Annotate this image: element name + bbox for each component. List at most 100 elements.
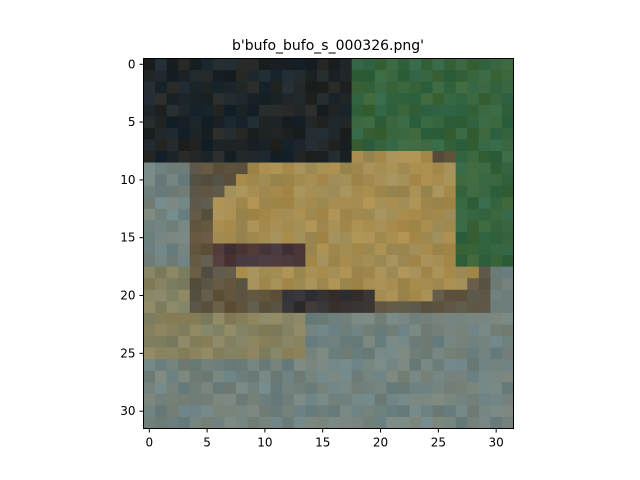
image-pixel bbox=[236, 162, 248, 175]
image-pixel bbox=[293, 185, 306, 198]
image-pixel bbox=[166, 127, 179, 140]
image-pixel bbox=[432, 220, 445, 233]
image-pixel bbox=[282, 139, 295, 152]
image-pixel bbox=[143, 208, 156, 221]
image-pixel bbox=[155, 312, 168, 325]
image-pixel bbox=[282, 81, 295, 94]
image-pixel bbox=[490, 197, 503, 210]
image-pixel bbox=[363, 324, 376, 337]
image-pixel bbox=[478, 278, 491, 291]
image-pixel bbox=[478, 93, 491, 106]
image-pixel bbox=[259, 266, 272, 279]
image-pixel bbox=[340, 197, 353, 210]
image-pixel bbox=[467, 93, 480, 106]
image-pixel bbox=[189, 301, 202, 314]
image-pixel bbox=[259, 416, 272, 429]
image-pixel bbox=[270, 116, 283, 129]
image-pixel bbox=[236, 174, 248, 187]
image-pixel bbox=[236, 336, 248, 348]
figure-title: b'bufo_bufo_s_000326.png' bbox=[232, 38, 424, 54]
image-pixel bbox=[270, 278, 283, 291]
image-pixel bbox=[282, 162, 295, 175]
image-pixel bbox=[247, 139, 260, 152]
image-pixel bbox=[316, 151, 329, 163]
image-pixel bbox=[155, 162, 168, 175]
image-pixel bbox=[224, 278, 237, 291]
image-pixel bbox=[247, 220, 260, 233]
image-pixel bbox=[328, 208, 341, 221]
image-pixel bbox=[143, 266, 156, 279]
image-pixel bbox=[455, 359, 468, 372]
image-pixel bbox=[374, 116, 387, 129]
image-pixel bbox=[374, 185, 387, 198]
image-pixel bbox=[259, 197, 272, 210]
image-pixel bbox=[386, 347, 399, 360]
image-pixel bbox=[155, 81, 168, 94]
image-pixel bbox=[155, 58, 168, 71]
image-pixel bbox=[178, 185, 191, 198]
image-pixel bbox=[490, 139, 503, 152]
image-pixel bbox=[316, 301, 329, 314]
image-pixel bbox=[143, 336, 156, 348]
image-pixel bbox=[432, 359, 445, 372]
image-pixel bbox=[467, 336, 480, 348]
image-pixel bbox=[455, 197, 468, 210]
image-pixel bbox=[155, 336, 168, 348]
x-tick-label: 30 bbox=[489, 436, 504, 450]
image-pixel bbox=[189, 278, 202, 291]
image-pixel bbox=[178, 93, 191, 106]
image-pixel bbox=[270, 174, 283, 187]
image-pixel bbox=[166, 151, 179, 163]
image-pixel bbox=[236, 301, 248, 314]
x-tick-label: 10 bbox=[257, 436, 272, 450]
image-pixel bbox=[409, 70, 422, 83]
image-pixel bbox=[432, 336, 445, 348]
image-pixel bbox=[374, 243, 387, 256]
image-pixel bbox=[421, 278, 433, 291]
image-pixel bbox=[259, 185, 272, 198]
image-pixel bbox=[328, 405, 341, 418]
image-pixel bbox=[293, 278, 306, 291]
image-pixel bbox=[328, 312, 341, 325]
image-pixel bbox=[328, 220, 341, 233]
image-pixel bbox=[421, 127, 433, 140]
image-pixel bbox=[490, 185, 503, 198]
image-pixel bbox=[166, 116, 179, 129]
image-pixel bbox=[421, 58, 433, 71]
image-pixel bbox=[293, 70, 306, 83]
image-pixel bbox=[316, 266, 329, 279]
image-pixel bbox=[363, 416, 376, 429]
image-pixel bbox=[444, 139, 457, 152]
image-pixel bbox=[166, 359, 179, 372]
image-pixel bbox=[316, 243, 329, 256]
image-pixel bbox=[236, 81, 248, 94]
image-pixel bbox=[316, 347, 329, 360]
image-pixel bbox=[363, 370, 376, 383]
image-pixel bbox=[212, 162, 225, 175]
image-pixel bbox=[490, 312, 503, 325]
image-pixel bbox=[293, 197, 306, 210]
image-pixel bbox=[478, 197, 491, 210]
image-pixel bbox=[490, 324, 503, 337]
image-pixel bbox=[328, 359, 341, 372]
image-pixel bbox=[305, 393, 318, 406]
image-pixel bbox=[316, 139, 329, 152]
image-pixel bbox=[478, 359, 491, 372]
image-pixel bbox=[455, 162, 468, 175]
image-pixel bbox=[328, 231, 341, 244]
image-pixel bbox=[212, 127, 225, 140]
image-pixel bbox=[178, 174, 191, 187]
image-pixel bbox=[247, 58, 260, 71]
image-pixel bbox=[282, 243, 295, 256]
image-pixel bbox=[189, 393, 202, 406]
image-pixel bbox=[305, 58, 318, 71]
image-pixel bbox=[293, 370, 306, 383]
image-pixel bbox=[166, 104, 179, 117]
image-pixel bbox=[282, 208, 295, 221]
image-pixel bbox=[305, 382, 318, 395]
image-pixel bbox=[432, 162, 445, 175]
image-pixel bbox=[270, 266, 283, 279]
image-pixel bbox=[143, 70, 156, 83]
image-pixel bbox=[224, 127, 237, 140]
image-pixel bbox=[282, 359, 295, 372]
